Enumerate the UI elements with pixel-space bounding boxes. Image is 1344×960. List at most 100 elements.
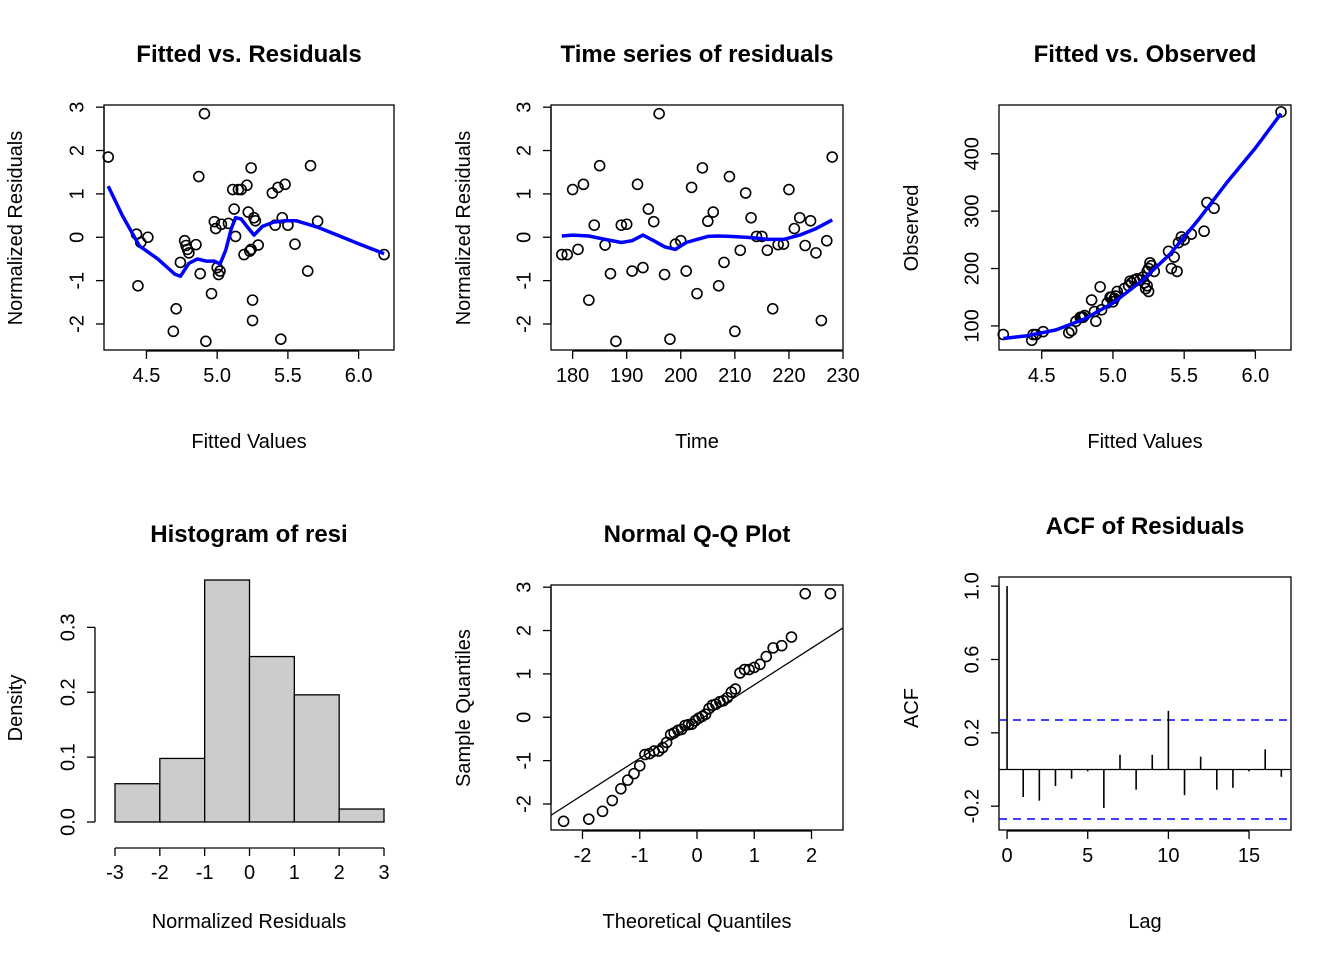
data-point (806, 216, 816, 226)
y-tick-label: 0.1 (57, 743, 79, 771)
panel-normal-qq: Normal Q-Q Plot Theoretical Quantiles Sa… (453, 521, 843, 933)
data-point (768, 304, 778, 314)
y-tick-label: -2 (513, 315, 535, 333)
data-point (246, 163, 256, 173)
y-tick-label: 1 (513, 188, 535, 199)
data-point (231, 231, 241, 241)
x-tick-label: 5 (1082, 845, 1093, 867)
data-point (687, 182, 697, 192)
histogram-bars (115, 580, 384, 822)
data-point (654, 109, 664, 119)
y-tick-label: 0 (66, 232, 88, 243)
panel-title: Normal Q-Q Plot (604, 521, 791, 548)
y-tick-label: 0.6 (961, 646, 983, 674)
x-tick-label: 200 (664, 365, 697, 387)
histogram-bar (115, 784, 160, 822)
data-point (1199, 226, 1209, 236)
data-point (589, 220, 599, 230)
data-point (573, 244, 583, 254)
axes: 4.5 5.0 5.5 6.0-2-10123 (66, 102, 372, 387)
data-point (598, 806, 608, 816)
data-point (692, 289, 702, 299)
panel-title: Fitted vs. Observed (1034, 41, 1257, 68)
data-point (741, 188, 751, 198)
x-tick-label: 4.5 (133, 365, 161, 387)
data-point (786, 632, 796, 642)
x-tick-label: 2 (806, 845, 817, 867)
y-tick-label: 100 (961, 309, 983, 342)
data-points (559, 589, 836, 827)
data-point (143, 232, 153, 242)
y-tick-label: 0 (513, 712, 535, 723)
data-point (730, 326, 740, 336)
x-tick-label: 180 (556, 365, 589, 387)
y-tick-label: 2 (513, 145, 535, 156)
data-point (638, 263, 648, 273)
smoothed-trend-line (108, 186, 384, 276)
y-axis-label: Sample Quantiles (453, 629, 475, 787)
data-point (649, 217, 659, 227)
histogram-bar (160, 758, 205, 822)
x-tick-label: 1 (749, 845, 760, 867)
data-point (168, 326, 178, 336)
y-tick-label: 1 (513, 668, 535, 679)
y-tick-label: 0.3 (57, 613, 79, 641)
y-tick-label: -2 (513, 795, 535, 813)
data-point (191, 240, 201, 250)
data-point (568, 185, 578, 195)
data-point (1144, 286, 1154, 296)
x-tick-label: 1 (289, 862, 300, 884)
x-tick-label: 6.0 (1241, 365, 1269, 387)
x-axis-label: Theoretical Quantiles (603, 911, 792, 933)
y-tick-label: 2 (66, 145, 88, 156)
x-tick-label: 0 (244, 862, 255, 884)
data-point (171, 304, 181, 314)
x-tick-label: -2 (151, 862, 169, 884)
histogram-bar (294, 695, 339, 822)
data-point (578, 179, 588, 189)
x-tick-label: 6.0 (345, 365, 373, 387)
data-point (276, 334, 286, 344)
x-axis-label: Lag (1128, 911, 1161, 933)
x-axis-label: Normalized Residuals (152, 911, 347, 933)
y-axis-label: Density (5, 675, 27, 742)
data-point (635, 761, 645, 771)
data-point (1087, 295, 1097, 305)
data-points (998, 107, 1286, 345)
panel-acf: ACF of Residuals Lag ACF (901, 513, 1291, 933)
data-point (643, 204, 653, 214)
x-tick-label: -2 (574, 845, 592, 867)
data-point (697, 163, 707, 173)
y-tick-label: 0.0 (57, 808, 79, 836)
x-tick-label: -1 (196, 862, 214, 884)
y-tick-label: 400 (961, 137, 983, 170)
x-tick-label: 190 (610, 365, 643, 387)
data-point (267, 188, 277, 198)
y-axis-label: ACF (901, 688, 923, 728)
data-point (825, 589, 835, 599)
y-tick-label: 0.2 (961, 719, 983, 747)
data-point (195, 269, 205, 279)
data-point (248, 316, 258, 326)
y-tick-label: 0 (513, 232, 535, 243)
data-point (248, 295, 258, 305)
plot-frame (999, 105, 1291, 350)
data-point (605, 269, 615, 279)
panel-title: Histogram of resi (150, 521, 347, 548)
data-point (616, 784, 626, 794)
y-tick-label: -0.2 (961, 789, 983, 823)
histogram-bar (339, 809, 384, 822)
data-point (795, 213, 805, 223)
y-tick-label: 1.0 (961, 572, 983, 600)
x-tick-label: 5.5 (1170, 365, 1198, 387)
data-point (133, 281, 143, 291)
plot-frame (551, 585, 843, 830)
data-point (827, 152, 837, 162)
data-point (207, 289, 217, 299)
data-point (811, 248, 821, 258)
data-point (1064, 328, 1074, 338)
panel-title: Time series of residuals (560, 41, 833, 68)
y-tick-label: 1 (66, 188, 88, 199)
y-tick-label: 3 (513, 582, 535, 593)
data-point (800, 589, 810, 599)
